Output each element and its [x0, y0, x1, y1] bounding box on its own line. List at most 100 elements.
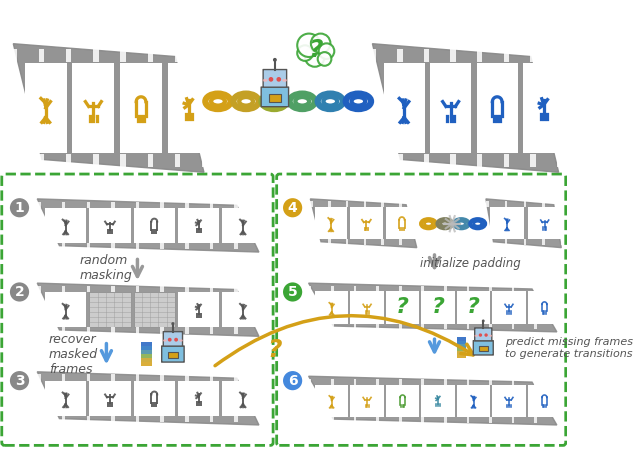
- Bar: [477, 49, 483, 62]
- Bar: [328, 239, 331, 245]
- Bar: [62, 201, 65, 208]
- Bar: [12, 154, 17, 167]
- Bar: [512, 379, 515, 384]
- Bar: [39, 49, 44, 62]
- Bar: [90, 292, 131, 327]
- Bar: [489, 285, 492, 292]
- Circle shape: [174, 338, 178, 342]
- Bar: [354, 285, 356, 292]
- Bar: [178, 292, 220, 327]
- Bar: [178, 381, 220, 416]
- Bar: [477, 63, 518, 153]
- Circle shape: [484, 333, 488, 337]
- Bar: [354, 417, 356, 422]
- Bar: [185, 416, 189, 422]
- Polygon shape: [372, 44, 559, 172]
- Bar: [210, 201, 213, 208]
- Bar: [512, 417, 515, 422]
- Bar: [421, 292, 455, 324]
- Bar: [397, 154, 403, 167]
- Bar: [386, 292, 419, 324]
- Circle shape: [479, 333, 482, 337]
- Bar: [534, 417, 537, 422]
- Bar: [234, 201, 238, 208]
- Bar: [86, 201, 90, 208]
- Bar: [397, 49, 403, 62]
- Bar: [399, 379, 401, 384]
- Bar: [178, 208, 220, 243]
- Text: 4: 4: [288, 201, 298, 215]
- Bar: [381, 239, 384, 245]
- Bar: [308, 324, 311, 329]
- Text: 6: 6: [288, 374, 298, 388]
- Bar: [417, 201, 419, 207]
- Circle shape: [305, 47, 324, 67]
- Bar: [457, 337, 465, 341]
- Bar: [350, 292, 384, 324]
- Bar: [185, 243, 189, 249]
- Bar: [376, 324, 379, 329]
- Bar: [259, 374, 262, 381]
- Bar: [259, 327, 262, 334]
- Bar: [315, 384, 349, 417]
- Bar: [444, 285, 447, 292]
- Bar: [111, 243, 115, 249]
- Bar: [504, 154, 509, 167]
- FancyBboxPatch shape: [475, 328, 492, 341]
- Bar: [37, 243, 41, 249]
- Bar: [234, 416, 238, 422]
- Circle shape: [269, 77, 273, 82]
- Circle shape: [297, 46, 313, 61]
- Bar: [168, 63, 210, 153]
- Circle shape: [276, 77, 281, 82]
- Bar: [210, 416, 213, 422]
- Bar: [557, 324, 559, 329]
- Bar: [328, 201, 331, 207]
- Bar: [444, 379, 447, 384]
- Bar: [62, 286, 65, 292]
- Bar: [185, 374, 189, 381]
- Bar: [315, 207, 348, 239]
- Bar: [111, 416, 115, 422]
- Bar: [527, 292, 561, 324]
- Polygon shape: [37, 283, 259, 337]
- Bar: [161, 243, 164, 249]
- Bar: [134, 292, 175, 327]
- Circle shape: [319, 43, 334, 59]
- Bar: [421, 417, 424, 422]
- Bar: [37, 201, 41, 208]
- Circle shape: [273, 58, 277, 62]
- Bar: [234, 286, 238, 292]
- Bar: [37, 286, 41, 292]
- Bar: [561, 201, 564, 207]
- Polygon shape: [486, 199, 561, 247]
- Bar: [111, 327, 115, 334]
- Bar: [385, 207, 418, 239]
- Bar: [371, 49, 376, 62]
- Circle shape: [311, 34, 330, 53]
- FancyBboxPatch shape: [163, 332, 182, 346]
- Text: 5: 5: [288, 285, 298, 299]
- Bar: [399, 201, 402, 207]
- Bar: [457, 351, 465, 355]
- Bar: [528, 207, 561, 239]
- Bar: [386, 384, 419, 417]
- Circle shape: [282, 370, 303, 392]
- Bar: [331, 417, 334, 422]
- Bar: [161, 286, 164, 292]
- Bar: [62, 327, 65, 334]
- Circle shape: [282, 197, 303, 219]
- Bar: [86, 416, 90, 422]
- Text: 3: 3: [15, 374, 24, 388]
- Bar: [136, 286, 140, 292]
- Bar: [136, 327, 140, 334]
- Bar: [120, 154, 126, 167]
- Bar: [62, 416, 65, 422]
- Bar: [175, 154, 180, 167]
- Bar: [490, 207, 524, 239]
- Polygon shape: [37, 372, 259, 425]
- Bar: [444, 417, 447, 422]
- Bar: [210, 374, 213, 381]
- Bar: [524, 201, 526, 207]
- Polygon shape: [37, 199, 259, 252]
